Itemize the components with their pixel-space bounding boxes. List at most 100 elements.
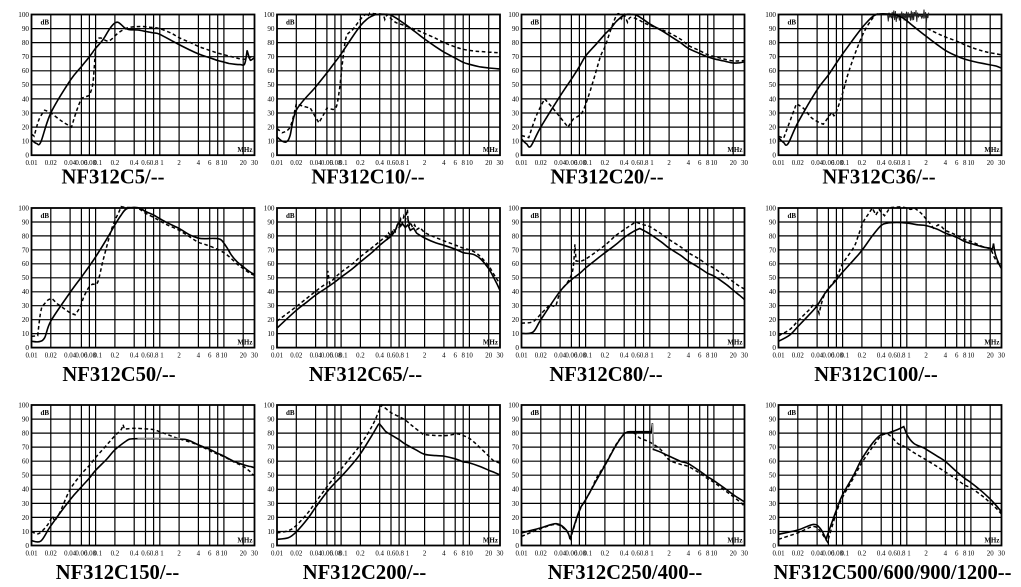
svg-text:8: 8 xyxy=(706,352,710,359)
svg-text:MHz: MHz xyxy=(984,146,999,154)
svg-text:80: 80 xyxy=(22,430,30,438)
svg-text:20: 20 xyxy=(22,316,30,324)
svg-text:20: 20 xyxy=(22,514,30,522)
svg-text:30: 30 xyxy=(512,500,520,508)
svg-text:80: 80 xyxy=(267,430,275,438)
svg-text:0.01: 0.01 xyxy=(772,550,785,557)
svg-text:30: 30 xyxy=(22,500,30,508)
svg-text:60: 60 xyxy=(769,67,777,75)
svg-text:NF312C80/--: NF312C80/-- xyxy=(549,364,662,386)
svg-text:8: 8 xyxy=(461,160,465,167)
svg-text:90: 90 xyxy=(512,218,520,226)
svg-text:6: 6 xyxy=(955,550,959,557)
svg-text:100: 100 xyxy=(765,401,776,409)
svg-text:dB: dB xyxy=(286,19,295,27)
svg-text:1: 1 xyxy=(160,550,164,557)
svg-text:30: 30 xyxy=(741,160,748,167)
svg-text:0.1: 0.1 xyxy=(339,352,348,359)
svg-text:0.02: 0.02 xyxy=(290,352,303,359)
svg-text:2: 2 xyxy=(924,352,928,359)
svg-text:90: 90 xyxy=(769,25,777,33)
svg-text:0.01: 0.01 xyxy=(271,160,284,167)
svg-text:0: 0 xyxy=(25,152,29,160)
svg-text:4: 4 xyxy=(197,352,201,359)
svg-text:NF312C5/--: NF312C5/-- xyxy=(62,167,165,189)
svg-text:0.04: 0.04 xyxy=(310,352,323,359)
svg-text:0.06: 0.06 xyxy=(565,352,578,359)
svg-text:70: 70 xyxy=(267,444,275,452)
svg-text:0.8: 0.8 xyxy=(395,160,404,167)
svg-text:80: 80 xyxy=(512,232,520,240)
svg-text:60: 60 xyxy=(512,260,520,268)
svg-text:0.2: 0.2 xyxy=(111,352,120,359)
svg-text:40: 40 xyxy=(512,486,520,494)
svg-text:0.1: 0.1 xyxy=(583,550,592,557)
svg-text:4: 4 xyxy=(944,160,948,167)
svg-text:NF312C20/--: NF312C20/-- xyxy=(550,167,663,189)
svg-text:0.02: 0.02 xyxy=(290,550,303,557)
svg-text:70: 70 xyxy=(769,444,777,452)
svg-text:0.08: 0.08 xyxy=(84,550,97,557)
svg-text:90: 90 xyxy=(22,25,30,33)
svg-text:10: 10 xyxy=(710,352,717,359)
svg-text:2: 2 xyxy=(924,160,928,167)
svg-text:20: 20 xyxy=(267,316,275,324)
svg-text:20: 20 xyxy=(485,550,492,557)
svg-text:100: 100 xyxy=(508,204,519,212)
svg-text:0.2: 0.2 xyxy=(858,352,867,359)
svg-text:MHz: MHz xyxy=(984,536,999,544)
svg-text:0.06: 0.06 xyxy=(565,550,578,557)
svg-text:100: 100 xyxy=(765,11,776,19)
svg-text:30: 30 xyxy=(512,302,520,310)
svg-text:0.06: 0.06 xyxy=(75,160,88,167)
svg-text:0: 0 xyxy=(772,152,776,160)
svg-text:0.06: 0.06 xyxy=(565,160,578,167)
svg-text:8: 8 xyxy=(461,352,465,359)
svg-text:0.08: 0.08 xyxy=(831,160,844,167)
svg-text:8: 8 xyxy=(216,550,220,557)
svg-text:0.1: 0.1 xyxy=(93,550,102,557)
svg-text:100: 100 xyxy=(18,401,29,409)
svg-text:80: 80 xyxy=(769,39,777,47)
svg-text:0.8: 0.8 xyxy=(640,160,649,167)
svg-text:50: 50 xyxy=(769,472,777,480)
svg-text:0.4: 0.4 xyxy=(877,160,886,167)
svg-text:4: 4 xyxy=(687,550,691,557)
svg-text:10: 10 xyxy=(512,528,520,536)
svg-text:90: 90 xyxy=(22,218,30,226)
svg-text:0.08: 0.08 xyxy=(574,352,587,359)
svg-text:20: 20 xyxy=(240,550,247,557)
svg-text:50: 50 xyxy=(512,81,520,89)
svg-text:1: 1 xyxy=(650,352,654,359)
svg-text:60: 60 xyxy=(769,260,777,268)
svg-text:0: 0 xyxy=(515,152,519,160)
svg-text:8: 8 xyxy=(461,550,465,557)
svg-text:0.01: 0.01 xyxy=(271,550,284,557)
svg-text:30: 30 xyxy=(769,109,777,117)
svg-text:0.6: 0.6 xyxy=(141,352,150,359)
svg-text:40: 40 xyxy=(769,486,777,494)
svg-text:0.04: 0.04 xyxy=(310,160,323,167)
svg-text:20: 20 xyxy=(987,550,994,557)
svg-text:0.4: 0.4 xyxy=(130,550,139,557)
svg-text:20: 20 xyxy=(22,124,30,132)
svg-text:0.4: 0.4 xyxy=(130,160,139,167)
svg-text:60: 60 xyxy=(769,458,777,466)
svg-text:50: 50 xyxy=(22,472,30,480)
svg-text:4: 4 xyxy=(687,352,691,359)
svg-text:60: 60 xyxy=(267,458,275,466)
svg-text:0.4: 0.4 xyxy=(877,352,886,359)
svg-text:30: 30 xyxy=(251,352,258,359)
svg-text:50: 50 xyxy=(512,274,520,282)
svg-text:0.01: 0.01 xyxy=(772,160,785,167)
svg-text:60: 60 xyxy=(512,458,520,466)
svg-text:0.2: 0.2 xyxy=(111,550,120,557)
svg-text:20: 20 xyxy=(240,352,247,359)
svg-text:2: 2 xyxy=(667,160,671,167)
svg-text:1: 1 xyxy=(907,550,911,557)
svg-text:10: 10 xyxy=(220,352,227,359)
svg-text:0.2: 0.2 xyxy=(601,352,610,359)
svg-text:6: 6 xyxy=(208,160,212,167)
svg-text:50: 50 xyxy=(267,472,275,480)
svg-text:60: 60 xyxy=(22,260,30,268)
